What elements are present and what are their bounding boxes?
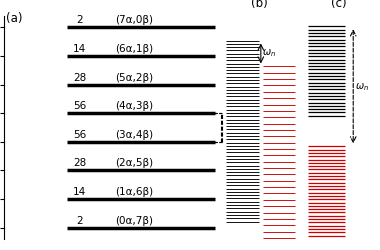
Text: (3α,4β): (3α,4β)	[116, 130, 154, 140]
Text: 14: 14	[73, 44, 86, 54]
Text: (2α,5β): (2α,5β)	[116, 158, 154, 168]
Text: (1α,6β): (1α,6β)	[116, 187, 154, 197]
Text: 28: 28	[73, 158, 86, 168]
Text: (b): (b)	[251, 0, 268, 10]
Text: 2: 2	[76, 216, 83, 226]
Text: 56: 56	[73, 101, 86, 111]
Text: (0α,7β): (0α,7β)	[116, 216, 154, 226]
Text: $\omega_n$: $\omega_n$	[262, 48, 276, 60]
Text: 2: 2	[76, 15, 83, 25]
Text: 14: 14	[73, 187, 86, 197]
Text: (4α,3β): (4α,3β)	[116, 101, 154, 111]
Text: (5α,2β): (5α,2β)	[116, 72, 154, 83]
Text: (6α,1β): (6α,1β)	[116, 44, 154, 54]
Text: (c): (c)	[331, 0, 347, 10]
Text: 28: 28	[73, 72, 86, 83]
Text: 56: 56	[73, 130, 86, 140]
Text: (a): (a)	[6, 12, 22, 25]
Text: $\omega_n$: $\omega_n$	[355, 82, 369, 94]
Text: (7α,0β): (7α,0β)	[116, 15, 154, 25]
